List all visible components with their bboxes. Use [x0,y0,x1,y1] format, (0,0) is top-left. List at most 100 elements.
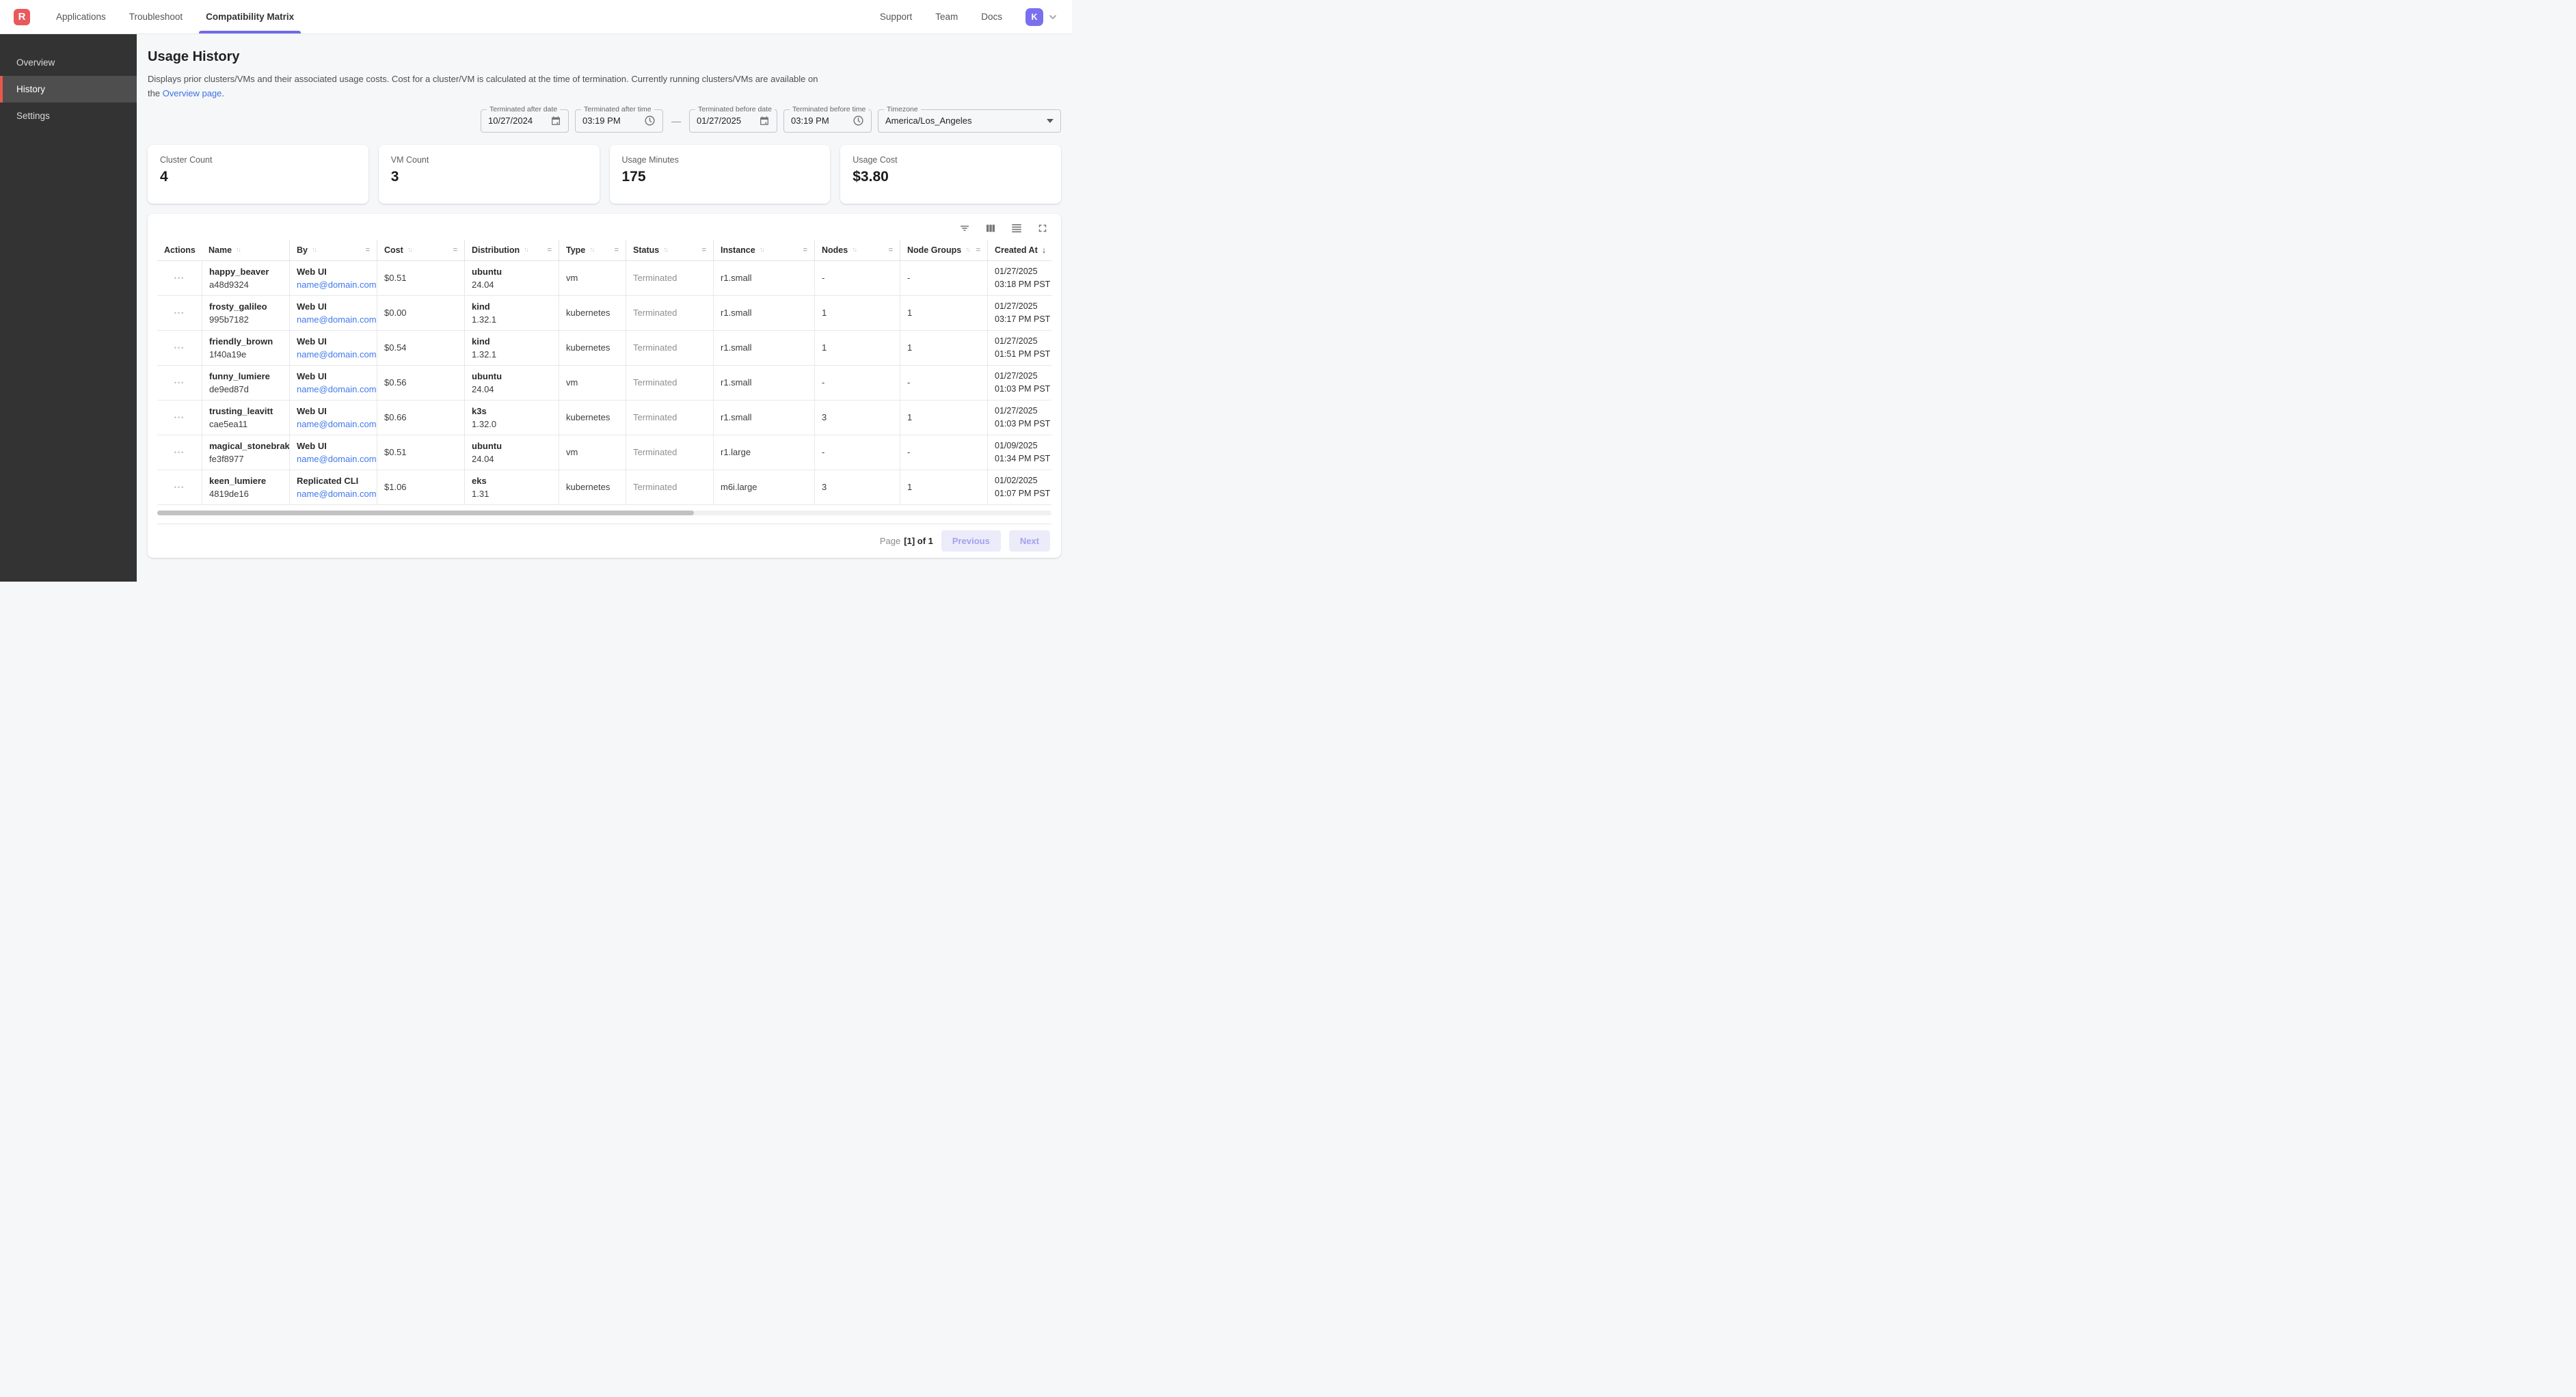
creator-email-link[interactable]: name@domain.com [297,453,377,464]
cell-distribution: ubuntu 24.04 [464,260,559,295]
fullscreen-icon[interactable] [1036,222,1049,234]
distribution-version: 24.04 [472,279,494,290]
usage-table: Actions Name ↑↓ By ↑↓ = Cost ↑↓ = Distribution ↑↓ =… [157,239,1053,515]
column-header-nodes[interactable]: Nodes ↑↓ = [814,239,900,260]
creator-email-link[interactable]: name@domain.com [297,383,377,394]
cell-created-at: 01/02/2025 01:07 PM PST [987,470,1051,504]
cell-nodes: 3 [814,470,900,504]
cluster-id: 4819de16 [209,488,249,499]
row-actions-button[interactable]: ••• [174,483,185,491]
cell-actions: ••• [157,401,202,435]
column-header-cost[interactable]: Cost ↑↓ = [377,239,464,260]
cell-type: vm [559,365,626,400]
account-menu[interactable]: K [1025,8,1058,26]
tab-troubleshoot[interactable]: Troubleshoot [122,0,189,33]
cell-status: Terminated [626,470,713,504]
dropdown-arrow-icon[interactable] [1047,118,1054,123]
clock-icon[interactable] [644,115,656,126]
status-value: Terminated [633,377,677,388]
column-label: By [297,245,308,255]
column-header-by[interactable]: By ↑↓ = [289,239,377,260]
clock-icon[interactable] [853,115,864,126]
avatar[interactable]: K [1025,8,1043,26]
cell-type: vm [559,435,626,470]
row-actions-button[interactable]: ••• [174,379,185,386]
nav-link-support[interactable]: Support [879,12,913,22]
columns-icon[interactable] [984,222,997,234]
filter-terminated-before-time[interactable]: Terminated before time 03:19 PM [783,105,872,133]
stat-label: Usage Cost [853,154,898,165]
previous-page-button[interactable]: Previous [941,530,1001,552]
cell-type: kubernetes [559,295,626,330]
sidebar-item-overview[interactable]: Overview [16,57,55,68]
cell-name: magical_stonebraker fe3f8977 [202,435,289,470]
next-page-button[interactable]: Next [1008,530,1050,552]
created-time: 01:34 PM PST [995,453,1051,463]
filter-value: America/Los_Angeles [885,116,972,126]
tab-applications[interactable]: Applications [49,0,113,33]
cell-instance: m6i.large [713,470,814,504]
tab-compatibility-matrix[interactable]: Compatibility Matrix [199,0,301,33]
chevron-down-icon[interactable] [1047,12,1058,23]
column-header-name[interactable]: Name ↑↓ [202,240,289,260]
row-actions-button[interactable]: ••• [174,448,185,456]
cluster-name: magical_stonebraker [209,440,289,451]
column-resize-handle-icon[interactable]: = [614,245,619,254]
creator-email-link[interactable]: name@domain.com [297,349,377,360]
column-resize-handle-icon[interactable]: = [701,245,706,254]
creator-email-link[interactable]: name@domain.com [297,279,377,290]
filter-timezone[interactable]: Timezone America/Los_Angeles [878,105,1061,133]
cell-type: kubernetes [559,470,626,504]
column-header-instance[interactable]: Instance ↑↓ = [713,239,814,260]
column-resize-handle-icon[interactable]: = [453,245,457,254]
node-groups-value: 1 [907,482,913,493]
sidebar-item-settings[interactable]: Settings [16,111,50,121]
column-label: Type [566,245,586,255]
column-resize-handle-icon[interactable]: = [547,245,552,254]
filter-terminated-after-time[interactable]: Terminated after time 03:19 PM [575,105,663,133]
column-resize-handle-icon[interactable]: = [365,245,370,254]
row-actions-button[interactable]: ••• [174,309,185,316]
creator-email-link[interactable]: name@domain.com [297,314,377,325]
row-actions-button[interactable]: ••• [174,413,185,421]
node-groups-value: 1 [907,412,913,423]
column-resize-handle-icon[interactable]: = [803,245,807,254]
calendar-icon[interactable] [550,116,561,126]
column-header-node-groups[interactable]: Node Groups ↑↓ = [900,239,987,260]
horizontal-scrollbar-track[interactable] [157,510,1051,515]
cell-by: Replicated CLI name@domain.com [289,470,377,504]
table-row: ••• funny_lumiere de9ed87d Web UI name@domai… [157,365,1051,401]
sidebar-item-history[interactable]: History [0,76,137,103]
column-header-type[interactable]: Type ↑↓ = [559,239,626,260]
instance-value: r1.large [721,447,751,458]
column-header-distribution[interactable]: Distribution ↑↓ = [464,239,559,260]
creator-email-link[interactable]: name@domain.com [297,488,377,499]
column-resize-handle-icon[interactable]: = [976,245,980,254]
cell-actions: ••• [157,470,202,504]
filter-icon[interactable] [958,222,971,234]
nav-link-docs[interactable]: Docs [981,12,1002,22]
nodes-value: 3 [822,482,827,493]
density-icon[interactable] [1010,222,1023,234]
nav-link-team[interactable]: Team [935,12,958,22]
horizontal-scrollbar-thumb[interactable] [157,510,694,515]
row-actions-button[interactable]: ••• [174,274,185,282]
distribution-version: 24.04 [472,453,494,464]
row-actions-button[interactable]: ••• [174,344,185,351]
calendar-icon[interactable] [759,116,770,126]
filter-terminated-after-date[interactable]: Terminated after date 10/27/2024 [481,105,569,133]
status-value: Terminated [633,447,677,458]
column-header-status[interactable]: Status ↑↓ = [626,239,713,260]
cluster-name: frosty_galileo [209,301,267,312]
creator-email-link[interactable]: name@domain.com [297,418,377,429]
column-header-created-at[interactable]: Created At ↓ [987,239,1053,260]
replicated-logo[interactable]: R [14,8,30,25]
distribution-name: k3s [472,405,487,416]
filter-terminated-before-date[interactable]: Terminated before date 01/27/2025 [689,105,777,133]
created-by: Web UI [297,440,327,451]
description-text: Displays prior clusters/VMs and their as… [148,74,818,99]
overview-page-link[interactable]: Overview page [162,88,222,99]
cell-created-at: 01/27/2025 03:17 PM PST [987,295,1051,330]
column-resize-handle-icon[interactable]: = [888,245,893,254]
cell-cost: $0.56 [377,365,464,400]
